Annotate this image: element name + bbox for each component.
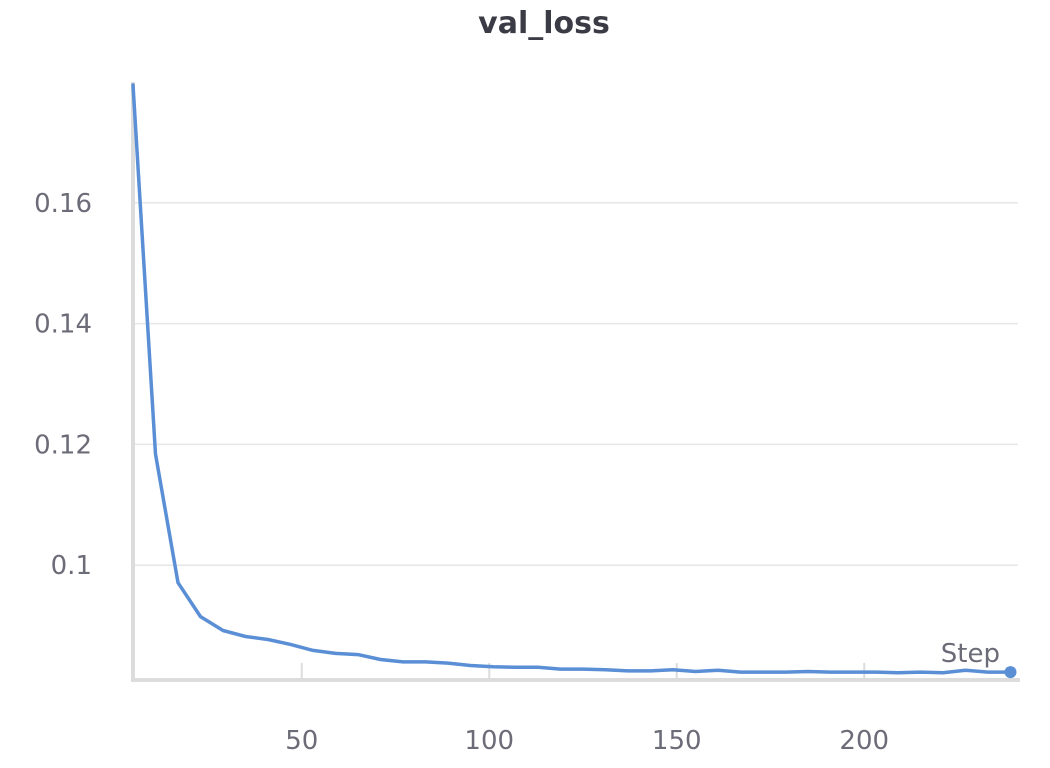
axes	[131, 82, 1020, 682]
x-tick-label: 100	[464, 726, 514, 756]
x-tick-label: 200	[839, 726, 889, 756]
y-tick-label: 0.12	[34, 430, 92, 460]
x-tick-label: 150	[652, 726, 702, 756]
y-axis-ticks: 0.1 0.12 0.14 0.16	[34, 189, 92, 581]
x-axis-label: Step	[941, 639, 1000, 669]
chart-title: val_loss	[478, 6, 610, 41]
series-layer	[131, 83, 1017, 679]
x-tick-label: 50	[285, 726, 318, 756]
last-point-marker	[1004, 666, 1017, 679]
grid-lines	[133, 202, 1018, 566]
y-tick-label: 0.1	[51, 551, 92, 581]
val-loss-line	[131, 83, 1013, 675]
y-tick-label: 0.14	[34, 310, 92, 340]
x-axis-ticks: 50 100 150 200	[285, 663, 889, 756]
y-tick-label: 0.16	[34, 189, 92, 219]
